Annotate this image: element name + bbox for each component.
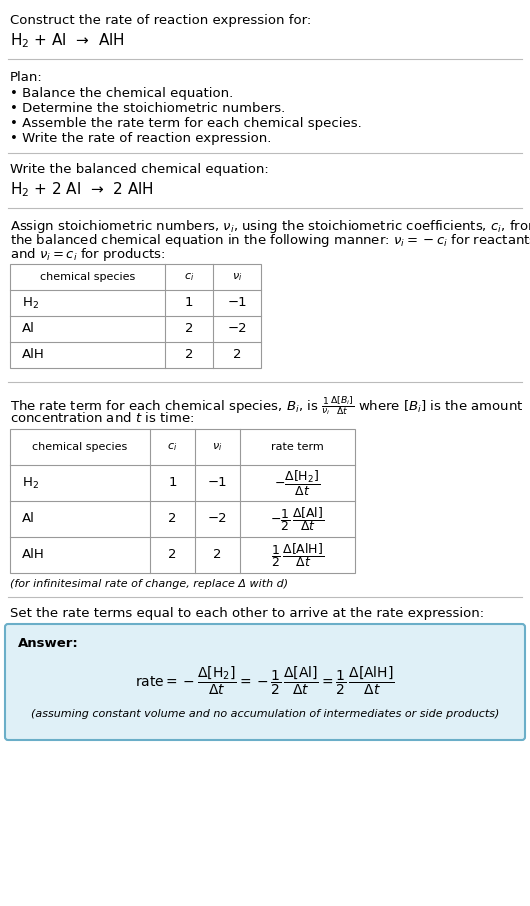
Text: $-\dfrac{1}{2}\,\dfrac{\Delta[\mathrm{Al}]}{\Delta t}$: $-\dfrac{1}{2}\,\dfrac{\Delta[\mathrm{Al… [270, 505, 325, 533]
Text: • Balance the chemical equation.: • Balance the chemical equation. [10, 87, 233, 100]
Text: $\mathrm{rate} = -\dfrac{\Delta[\mathrm{H_2}]}{\Delta t} = -\dfrac{1}{2}\,\dfrac: $\mathrm{rate} = -\dfrac{\Delta[\mathrm{… [135, 665, 395, 698]
Text: chemical species: chemical species [40, 272, 135, 282]
Text: (assuming constant volume and no accumulation of intermediates or side products): (assuming constant volume and no accumul… [31, 709, 499, 719]
Text: −1: −1 [208, 477, 227, 489]
Text: AlH: AlH [22, 349, 45, 361]
Text: rate term: rate term [271, 442, 324, 452]
Text: concentration and $t$ is time:: concentration and $t$ is time: [10, 411, 194, 425]
Text: 2: 2 [185, 323, 193, 335]
Text: the balanced chemical equation in the following manner: $\nu_i = -c_i$ for react: the balanced chemical equation in the fo… [10, 232, 530, 249]
Text: (for infinitesimal rate of change, replace Δ with d): (for infinitesimal rate of change, repla… [10, 579, 288, 589]
Text: chemical species: chemical species [32, 442, 128, 452]
Text: Al: Al [22, 513, 35, 525]
Text: $\mathregular{H_2}$: $\mathregular{H_2}$ [22, 476, 39, 490]
Text: −2: −2 [227, 323, 247, 335]
Text: AlH: AlH [22, 548, 45, 562]
FancyBboxPatch shape [5, 624, 525, 740]
Text: Al: Al [22, 323, 35, 335]
Text: $c_i$: $c_i$ [184, 271, 194, 283]
Text: Plan:: Plan: [10, 71, 43, 84]
Text: Set the rate terms equal to each other to arrive at the rate expression:: Set the rate terms equal to each other t… [10, 607, 484, 620]
Text: 2: 2 [185, 349, 193, 361]
Text: 1: 1 [168, 477, 176, 489]
Text: 2: 2 [213, 548, 222, 562]
Text: The rate term for each chemical species, $B_i$, is $\frac{1}{\nu_i}\frac{\Delta[: The rate term for each chemical species,… [10, 394, 524, 417]
Text: and $\nu_i = c_i$ for products:: and $\nu_i = c_i$ for products: [10, 246, 165, 263]
Text: −1: −1 [227, 296, 247, 310]
Text: 2: 2 [233, 349, 241, 361]
Text: $\nu_i$: $\nu_i$ [232, 271, 242, 283]
Text: −2: −2 [208, 513, 227, 525]
Text: $\mathregular{H_2}$ + 2 Al  →  2 AlH: $\mathregular{H_2}$ + 2 Al → 2 AlH [10, 180, 154, 198]
Text: $\mathregular{H_2}$ + Al  →  AlH: $\mathregular{H_2}$ + Al → AlH [10, 31, 125, 50]
Text: 2: 2 [168, 513, 176, 525]
Text: $c_i$: $c_i$ [167, 441, 178, 453]
Bar [10, 264, 261, 368]
Text: 2: 2 [168, 548, 176, 562]
Text: Answer:: Answer: [18, 637, 79, 650]
Text: $-\dfrac{\Delta[\mathrm{H_2}]}{\Delta t}$: $-\dfrac{\Delta[\mathrm{H_2}]}{\Delta t}… [275, 468, 321, 497]
Bar [10, 429, 355, 573]
Text: • Determine the stoichiometric numbers.: • Determine the stoichiometric numbers. [10, 102, 285, 115]
Text: $\nu_i$: $\nu_i$ [213, 441, 223, 453]
Text: 1: 1 [185, 296, 193, 310]
Text: Construct the rate of reaction expression for:: Construct the rate of reaction expressio… [10, 14, 311, 27]
Text: • Assemble the rate term for each chemical species.: • Assemble the rate term for each chemic… [10, 117, 362, 130]
Text: Write the balanced chemical equation:: Write the balanced chemical equation: [10, 163, 269, 176]
Text: Assign stoichiometric numbers, $\nu_i$, using the stoichiometric coefficients, $: Assign stoichiometric numbers, $\nu_i$, … [10, 218, 530, 235]
Text: $\mathregular{H_2}$: $\mathregular{H_2}$ [22, 295, 39, 311]
Text: $\dfrac{1}{2}\,\dfrac{\Delta[\mathrm{AlH}]}{\Delta t}$: $\dfrac{1}{2}\,\dfrac{\Delta[\mathrm{AlH… [271, 541, 324, 569]
Text: • Write the rate of reaction expression.: • Write the rate of reaction expression. [10, 132, 271, 145]
